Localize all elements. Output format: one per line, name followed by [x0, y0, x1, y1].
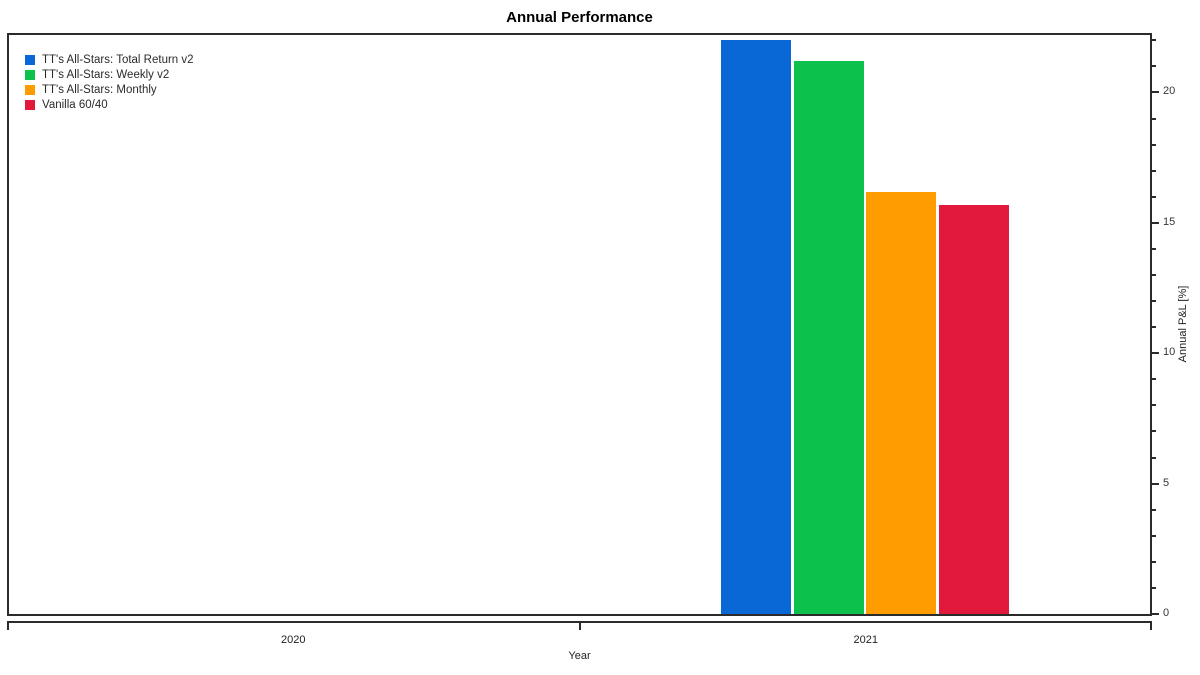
x-category-label-2020: 2020 [281, 634, 306, 646]
y-minor-tick [1152, 456, 1156, 459]
legend-label: TT's All-Stars: Monthly [42, 83, 157, 96]
x-tick [578, 623, 581, 630]
y-axis: 0 5 10 15 20 [1152, 35, 1200, 619]
legend-label: Vanilla 60/40 [42, 98, 108, 111]
y-minor-tick [1152, 300, 1156, 302]
y-major-tick [1152, 613, 1159, 615]
y-tick-label: 15 [1163, 215, 1176, 228]
y-minor-tick [1152, 117, 1156, 120]
y-axis-title: Annual P&L [%] [1177, 285, 1189, 363]
bar-2021-series1 [793, 61, 864, 614]
legend-label: TT's All-Stars: Weekly v2 [42, 68, 170, 81]
legend-item-3: Vanilla 60/40 [25, 97, 194, 112]
y-minor-tick [1152, 430, 1156, 433]
x-axis [7, 621, 1152, 632]
y-minor-tick [1152, 169, 1156, 172]
legend-swatch-icon [25, 69, 35, 80]
y-tick-label: 0 [1163, 607, 1170, 619]
y-tick-label: 20 [1163, 85, 1176, 98]
y-minor-tick [1152, 195, 1156, 198]
y-minor-tick [1152, 534, 1156, 537]
x-axis-title: Year [568, 650, 591, 662]
bar-2021-series3 [938, 204, 1009, 614]
legend-label: TT's All-Stars: Total Return v2 [42, 53, 194, 66]
y-minor-tick [1152, 273, 1156, 276]
chart-title: Annual Performance [506, 9, 653, 26]
legend-item-2: TT's All-Stars: Monthly [25, 82, 194, 97]
y-major-tick [1152, 221, 1159, 224]
y-minor-tick [1152, 404, 1156, 407]
y-minor-tick [1152, 586, 1156, 589]
y-minor-tick [1152, 143, 1156, 146]
legend-swatch-icon [25, 84, 35, 95]
y-major-tick [1152, 482, 1159, 485]
x-tick [1150, 623, 1152, 630]
plot-area [7, 33, 1152, 616]
legend-swatch-icon [25, 54, 35, 65]
y-tick-label: 10 [1163, 346, 1176, 359]
y-minor-tick [1152, 65, 1156, 68]
y-minor-tick [1152, 560, 1156, 563]
y-major-tick [1152, 91, 1159, 94]
bar-2021-series0 [721, 40, 791, 614]
legend: TT's All-Stars: Total Return v2 TT's All-… [25, 52, 194, 112]
legend-item-1: TT's All-Stars: Weekly v2 [25, 67, 194, 82]
x-category-label-2021: 2021 [853, 634, 878, 646]
x-tick [7, 623, 9, 630]
legend-swatch-icon [25, 99, 35, 110]
y-minor-tick [1152, 39, 1156, 42]
y-minor-tick [1152, 326, 1156, 329]
y-major-tick [1152, 352, 1159, 355]
y-minor-tick [1152, 508, 1156, 511]
bar-2021-series2 [866, 191, 936, 614]
legend-item-0: TT's All-Stars: Total Return v2 [25, 52, 194, 67]
x-category-labels: 2020 2021 [7, 634, 1152, 648]
y-minor-tick [1152, 378, 1156, 381]
y-tick-label: 5 [1163, 476, 1170, 489]
y-minor-tick [1152, 247, 1156, 250]
